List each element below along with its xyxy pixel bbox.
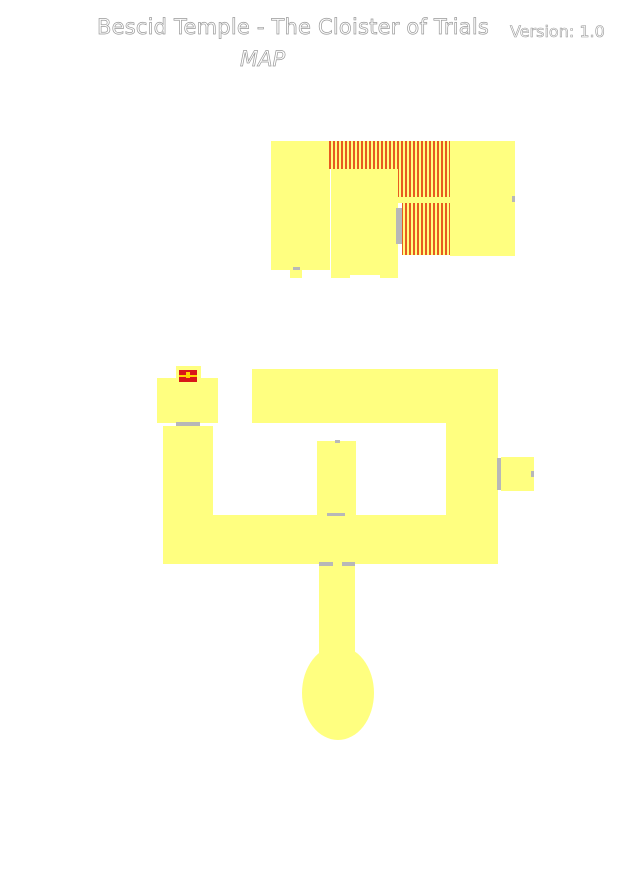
treasure-room (157, 378, 218, 423)
south-corridor (163, 515, 498, 564)
south-door-right (342, 562, 355, 566)
south-door-left (319, 562, 333, 566)
central-room-top-door (335, 440, 340, 443)
east-annex (501, 457, 534, 491)
upper-floor (271, 141, 515, 280)
east-annex-door (497, 458, 501, 490)
treasure-chest-icon[interactable] (179, 370, 197, 382)
lower-floor (157, 366, 534, 740)
lower-right-staircase (402, 203, 452, 255)
east-annex-marker (531, 471, 534, 477)
central-chamber (331, 169, 398, 278)
chamber-passage (398, 197, 450, 203)
map-subtitle: MAP (240, 47, 286, 72)
upper-staircase (329, 141, 450, 169)
version-label: Version: 1.0 (510, 22, 605, 42)
chamber-gap (350, 275, 380, 280)
upper-exit-corridor (290, 268, 302, 278)
upper-left-room (271, 141, 330, 270)
central-room-door (327, 513, 345, 516)
east-door-marker (512, 196, 515, 202)
central-room (317, 441, 356, 515)
round-chamber (302, 646, 374, 740)
treasure-room-door (176, 422, 200, 426)
map-title: Bescid Temple - The Cloister of Trials (97, 15, 490, 40)
upper-right-room (450, 141, 515, 256)
chamber-door (396, 208, 402, 244)
upper-right-staircase (398, 169, 450, 197)
upper-exit-door (293, 267, 300, 270)
